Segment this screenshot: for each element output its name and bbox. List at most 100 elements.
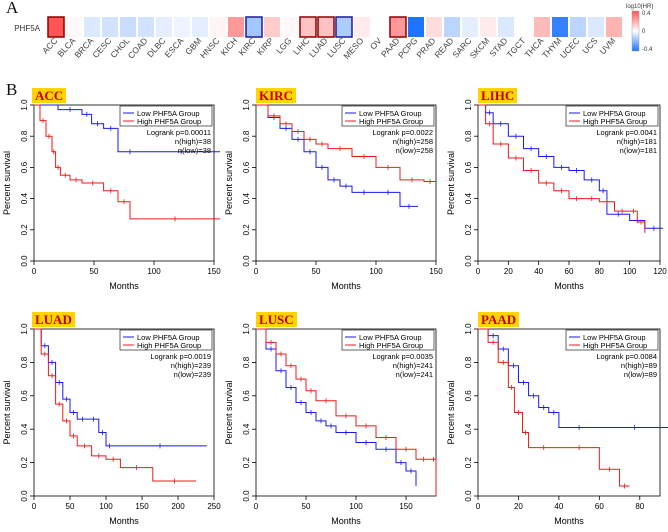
legend-box	[119, 105, 213, 127]
legend-box	[119, 329, 213, 351]
km-curve-low	[256, 328, 417, 486]
y-tick-label: 0.6	[20, 390, 29, 402]
logrank-pvalue: Logrank p=0.00011	[147, 128, 211, 137]
y-tick-label: 0.0	[20, 255, 29, 267]
y-tick-label: 0.8	[464, 356, 473, 368]
legend-tick: 0	[642, 29, 646, 35]
heatmap-label-meso: MESO	[341, 35, 365, 61]
y-tick-label: 0.4	[20, 423, 29, 435]
heatmap-cell-thym	[552, 17, 568, 37]
x-tick-label: 150	[399, 502, 413, 511]
heatmap-cell-paad	[389, 16, 407, 38]
heatmap-cell-acc	[47, 16, 65, 38]
legend-box	[341, 329, 435, 351]
heatmap-label-hnsc: HNSC	[198, 36, 222, 61]
km-title-paad: PAAD	[478, 312, 520, 327]
heatmap-label-luad: LUAD	[307, 36, 330, 60]
legend-entry: Low PHF5A Group	[359, 333, 422, 342]
sample-size: n(high)=38	[175, 137, 211, 146]
legend-entry: Low PHF5A Group	[137, 333, 200, 342]
sample-size: n(high)=241	[393, 361, 433, 370]
logrank-pvalue: Logrank p=0.0041	[596, 128, 657, 137]
km-plot-lusc: 0.0 0.2 0.4 0.6 0.8 1.0 0 50 100 150 Months Percent…	[222, 309, 444, 532]
heatmap-cell-prad	[426, 17, 442, 37]
sample-size: n(high)=258	[393, 137, 433, 146]
km-curve-high	[478, 328, 630, 487]
heatmap-cell-lgg	[282, 17, 298, 37]
x-axis-label: Months	[331, 516, 361, 526]
y-axis-label: Percent survival	[446, 151, 456, 215]
x-tick-label: 150	[429, 267, 443, 276]
km-curve-low	[34, 104, 220, 153]
heatmap-cell-lusc	[335, 16, 353, 38]
heatmap-label-skcm: SKCM	[468, 36, 492, 61]
y-tick-label: 0.8	[242, 356, 251, 368]
y-axis-label: Percent survival	[2, 151, 12, 215]
sample-size: n(low)=89	[624, 370, 657, 379]
sample-size: n(low)=241	[396, 370, 433, 379]
heatmap-label-tgct: TGCT	[505, 36, 528, 60]
x-axis-label: Months	[109, 281, 139, 291]
x-tick-label: 40	[534, 267, 543, 276]
heatmap-row-label: PHF5A	[14, 24, 40, 33]
y-tick-label: 0.0	[242, 490, 251, 502]
logrank-pvalue: Logrank p=0.0035	[372, 352, 433, 361]
x-axis-label: Months	[554, 516, 584, 526]
heatmap-label-kirp: KIRP	[255, 35, 276, 57]
heatmap-cell-pcpg	[408, 17, 424, 37]
y-tick-label: 1.0	[464, 323, 473, 335]
heatmap-label-dlbc: DLBC	[145, 36, 168, 60]
y-tick-label: 0.2	[464, 224, 473, 236]
heatmap-cell-coad	[138, 17, 154, 37]
panel-b-label: B	[6, 80, 18, 99]
heatmap-cell-thca	[534, 17, 550, 37]
heatmap-cell-blca	[66, 17, 82, 37]
x-tick-label: 200	[171, 502, 185, 511]
legend-box	[341, 105, 435, 127]
x-tick-label: 0	[254, 267, 259, 276]
y-tick-label: 1.0	[20, 323, 29, 335]
y-tick-label: 0.6	[464, 161, 473, 173]
x-tick-label: 50	[302, 502, 311, 511]
plot-frame	[33, 328, 215, 497]
y-axis-label: Percent survival	[2, 380, 12, 444]
y-tick-label: 1.0	[242, 323, 251, 335]
heatmap-cell-ov	[372, 17, 388, 37]
legend-entry: Low PHF5A Group	[359, 109, 422, 118]
legend-box	[565, 329, 659, 351]
heatmap-cell-sarc	[462, 17, 478, 37]
x-tick-label: 100	[99, 502, 113, 511]
x-tick-label: 100	[349, 502, 363, 511]
y-tick-label: 0.2	[242, 224, 251, 236]
x-tick-label: 50	[66, 502, 75, 511]
x-tick-label: 80	[635, 502, 644, 511]
heatmap-cell-kich	[228, 17, 244, 37]
legend-entry: High PHF5A Group	[137, 117, 201, 126]
km-title-lusc: LUSC	[256, 312, 297, 327]
heatmap-label-esca: ESCA	[163, 35, 186, 59]
y-tick-label: 0.6	[242, 161, 251, 173]
x-tick-label: 250	[207, 502, 221, 511]
y-tick-label: 1.0	[242, 99, 251, 111]
x-tick-label: 0	[476, 502, 481, 511]
heatmap-cell-dlbc	[156, 17, 172, 37]
y-tick-label: 0.8	[242, 130, 251, 142]
y-tick-label: 0.4	[242, 192, 251, 204]
x-axis-label: Months	[554, 281, 584, 291]
sample-size: n(high)=181	[617, 137, 657, 146]
heatmap-cell-kirp	[264, 17, 280, 37]
x-axis-label: Months	[331, 281, 361, 291]
heatmap-cell-lihc	[299, 16, 317, 38]
heatmap-label-cesc: CESC	[90, 36, 113, 60]
y-tick-label: 0.2	[464, 456, 473, 468]
y-tick-label: 0.0	[464, 490, 473, 502]
legend-entry: Low PHF5A Group	[583, 333, 646, 342]
heatmap-label-kirc: KIRC	[236, 36, 257, 58]
legend-title: log10(HR)	[626, 4, 653, 10]
legend-box	[565, 105, 659, 127]
sample-size: n(high)=239	[171, 361, 211, 370]
y-tick-label: 0.2	[242, 456, 251, 468]
x-tick-label: 60	[565, 267, 574, 276]
x-tick-label: 150	[135, 502, 149, 511]
y-tick-label: 0.4	[20, 192, 29, 204]
